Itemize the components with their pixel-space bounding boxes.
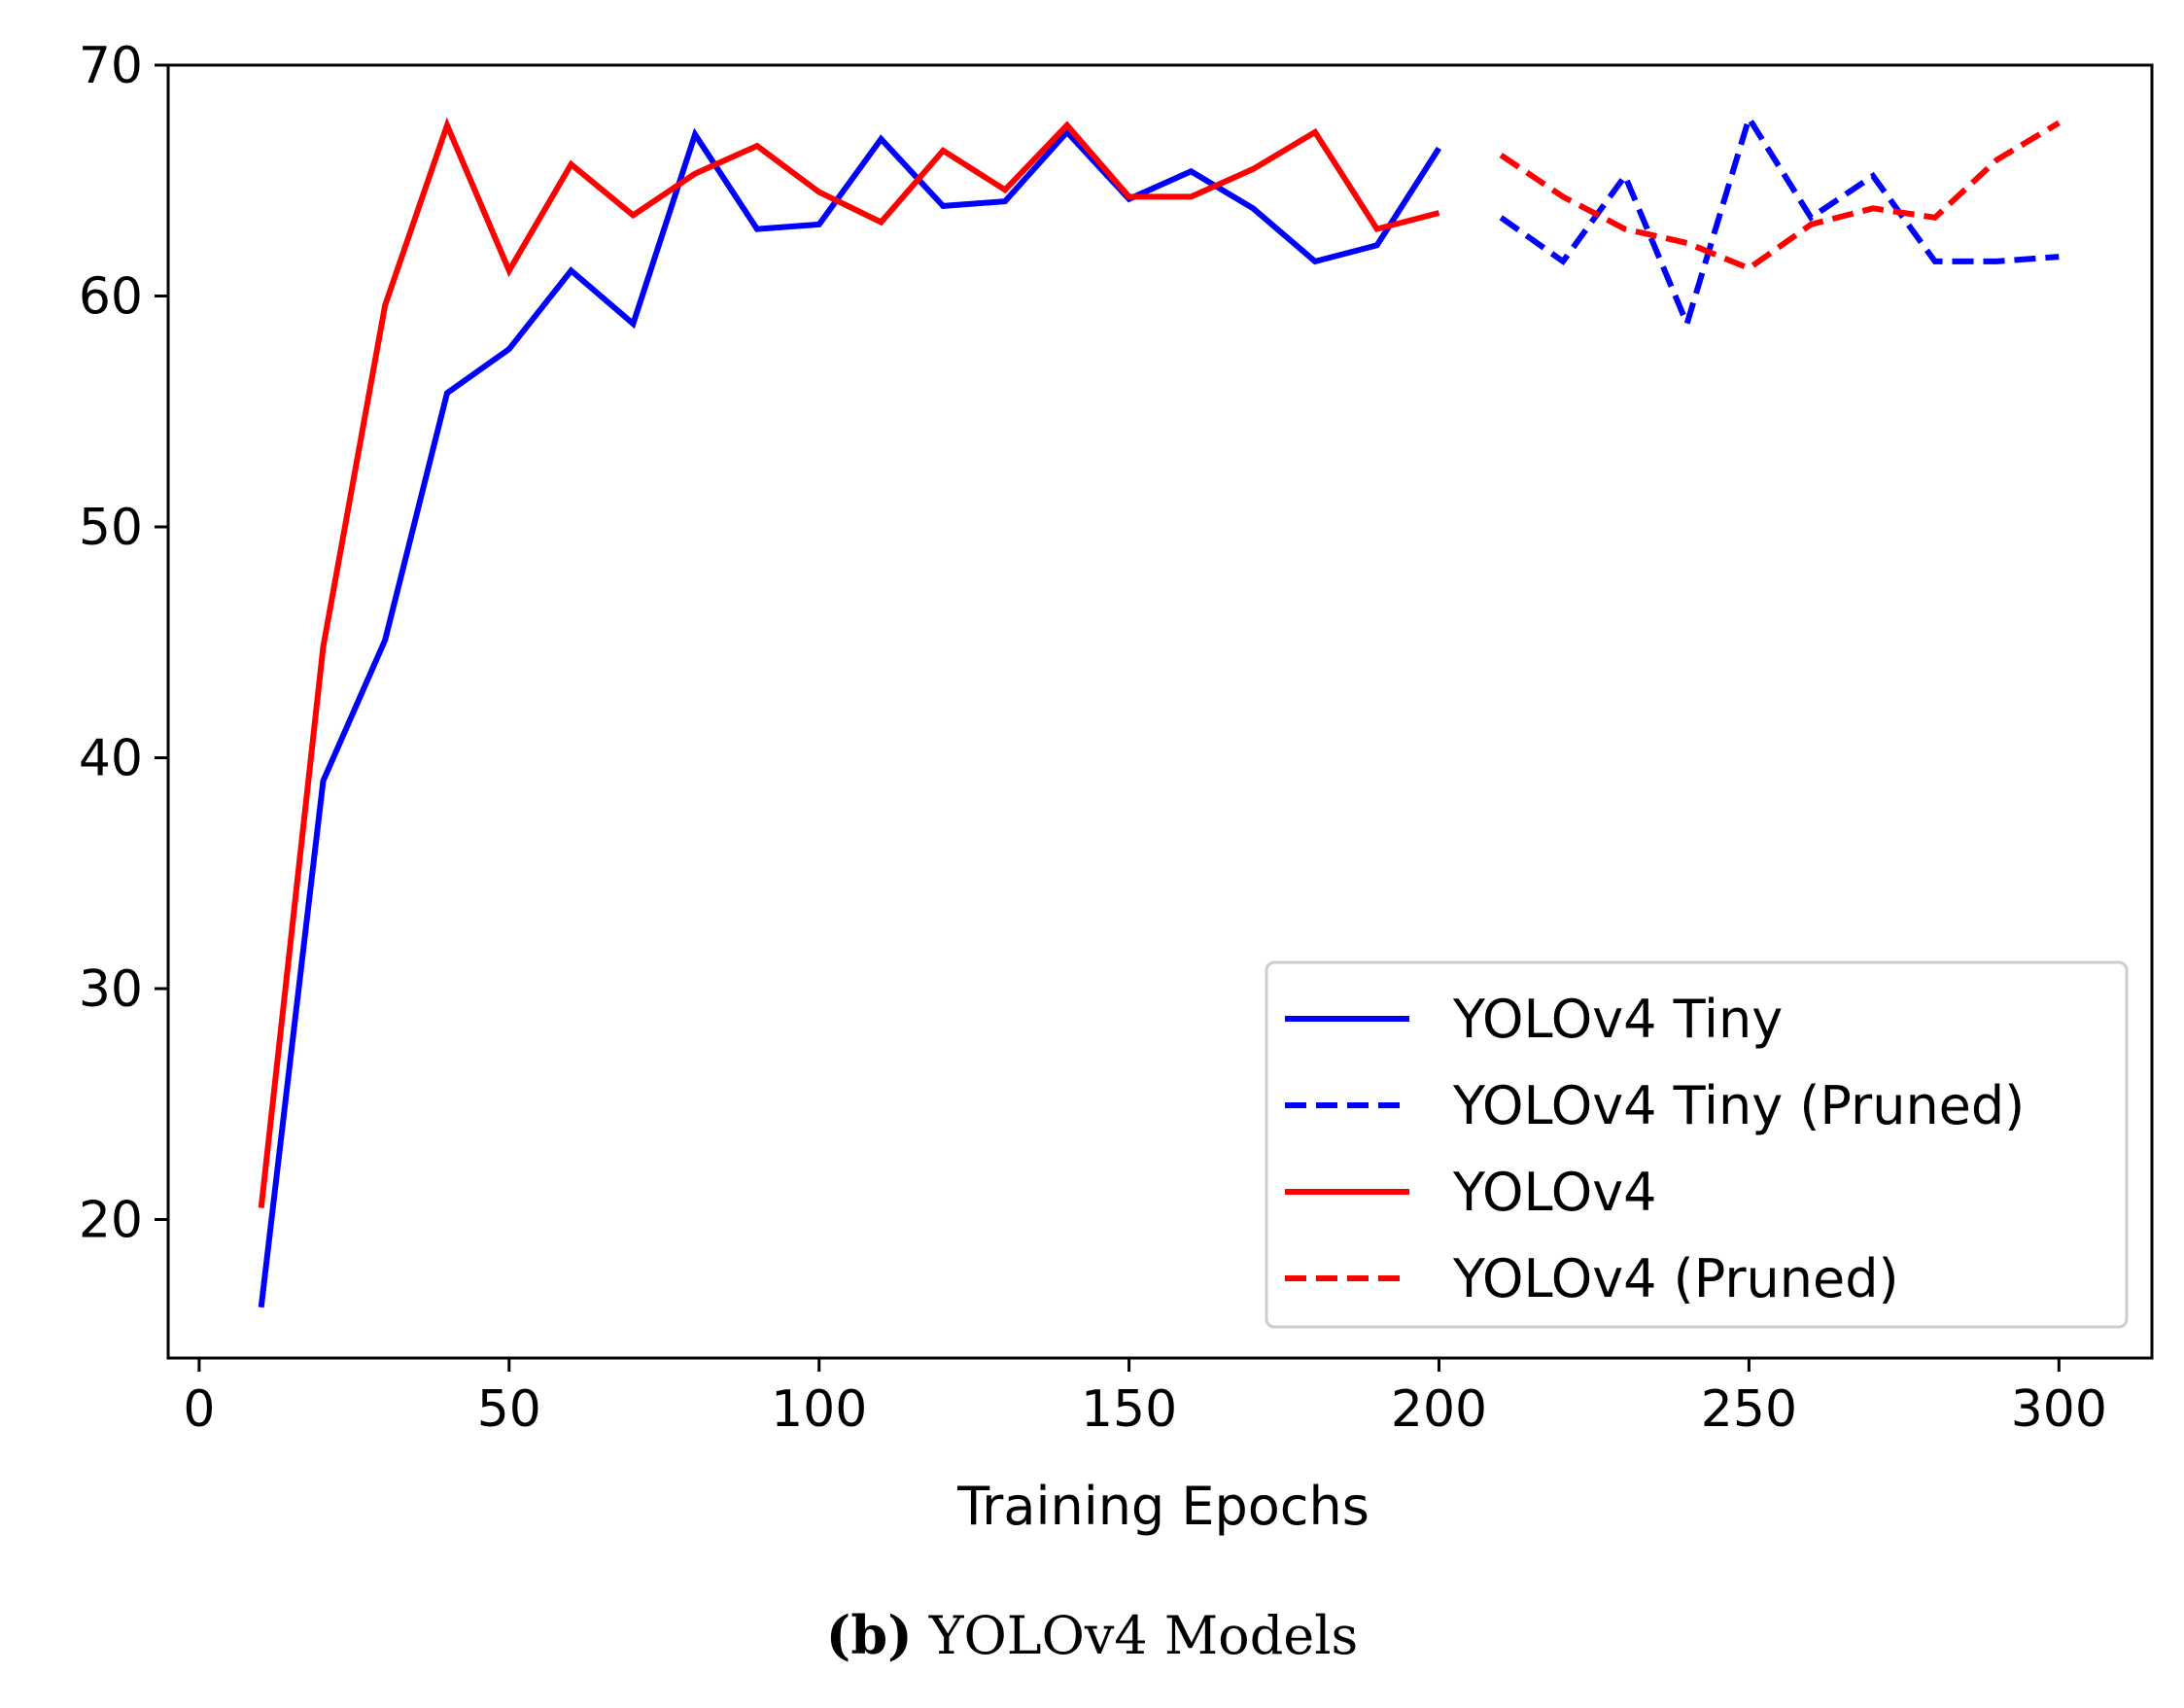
- x-tick-label: 200: [1391, 1380, 1487, 1439]
- x-axis-title: Training Epochs: [956, 1476, 1369, 1537]
- y-tick-label: 50: [79, 499, 143, 557]
- y-tick-label: 30: [79, 960, 143, 1019]
- x-tick-label: 150: [1081, 1380, 1177, 1439]
- series-line-3: [258, 117, 1440, 1208]
- x-tick-label: 0: [183, 1380, 215, 1439]
- caption-label: (b): [825, 1604, 913, 1666]
- caption-text: YOLOv4 Models: [928, 1605, 1359, 1666]
- legend-box: [1265, 960, 2129, 1329]
- legend-label-3: YOLOv4: [1452, 1162, 1657, 1223]
- y-tick-label: 60: [79, 268, 143, 327]
- y-tick-label: 40: [79, 730, 143, 788]
- y-tick-label: 70: [79, 37, 143, 95]
- x-tick-label: 250: [1701, 1380, 1797, 1439]
- legend-label-2: YOLOv4 Tiny (Pruned): [1452, 1075, 2025, 1136]
- figure-caption: (b) YOLOv4 Models: [0, 1604, 2184, 1666]
- axes-frame: [166, 63, 2154, 1360]
- series-line-1: [258, 127, 1442, 1308]
- legend-label-1: YOLOv4 Tiny: [1452, 989, 1783, 1050]
- line-chart: 0 50 100 150 200 250 300 20 30 40 50 60 70 YOLOv4 Ti…: [79, 37, 2154, 1537]
- y-tick-label: 20: [79, 1192, 143, 1250]
- series-layer: [258, 111, 2061, 1308]
- legend-label-4: YOLOv4 (Pruned): [1452, 1248, 1899, 1309]
- series-line-4: [1499, 120, 2061, 272]
- x-tick-label: 300: [2011, 1380, 2107, 1439]
- legend: YOLOv4 Tiny YOLOv4 Tiny (Pruned) YOLOv4 YOL…: [1265, 960, 2129, 1329]
- series-line-2: [1499, 111, 2060, 332]
- axes-layer: 0 50 100 150 200 250 300 20 30 40 50 60 70: [79, 37, 2154, 1439]
- x-tick-label: 50: [477, 1380, 541, 1439]
- x-tick-label: 100: [771, 1380, 867, 1439]
